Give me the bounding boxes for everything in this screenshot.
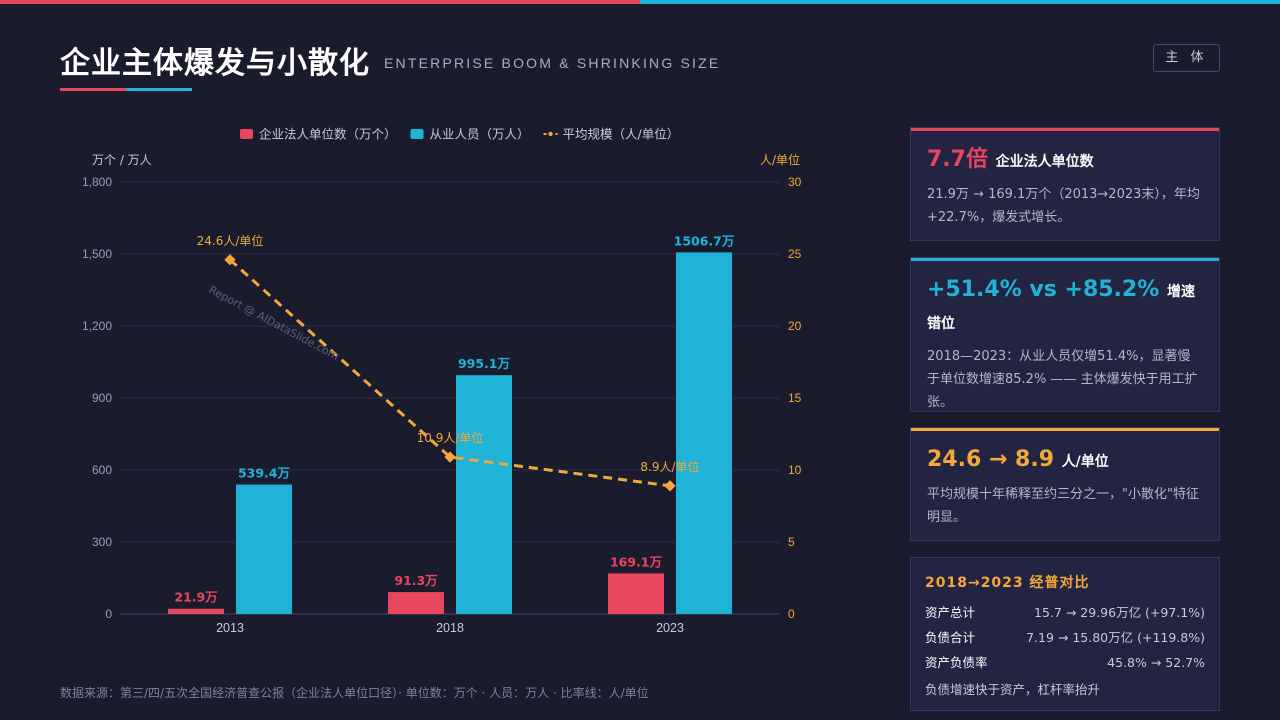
ratio-label: 8.9人/单位 [640, 459, 699, 474]
card-headline-unit: 增速错位 [927, 284, 1195, 332]
bar [676, 252, 732, 614]
underline-red [60, 88, 126, 91]
census-row-key: 资产负债率 [925, 655, 988, 670]
ratio-point [664, 480, 676, 492]
card-headline-value: 7.7倍 [927, 147, 988, 172]
card-headline: 24.6 → 8.9 人/单位 [927, 445, 1203, 477]
card-description: 21.9万 → 169.1万个（2013→2023末），年均+22.7%，爆发式… [927, 187, 1200, 225]
census-row: 负债合计 7.19 → 15.80万亿 (+119.8%) [925, 625, 1205, 650]
card-headline-unit: 企业法人单位数 [995, 154, 1094, 170]
card-census-compare: 2018→2023 经普对比 资产总计 15.7 → 29.96万亿 (+97.… [910, 557, 1220, 711]
census-title: 2018→2023 经普对比 [925, 575, 1090, 591]
census-row: 资产总计 15.7 → 29.96万亿 (+97.1%) [925, 600, 1205, 625]
y2-tick-label: 10 [788, 463, 802, 477]
bar-value-label: 21.9万 [174, 590, 217, 605]
bar-value-label: 539.4万 [238, 466, 290, 481]
ratio-point [444, 451, 456, 463]
card-accent-bar [911, 128, 1219, 131]
census-row: 资产负债率 45.8% → 52.7% [925, 650, 1205, 675]
y2-axis-title: 人/单位 [760, 152, 800, 167]
ratio-point [224, 254, 236, 266]
bar-value-label: 995.1万 [458, 356, 510, 371]
y-tick-label: 600 [92, 463, 112, 477]
watermark-text: Report @ AIDataSlide.com [207, 283, 341, 363]
y2-tick-label: 5 [788, 535, 795, 549]
top-accent-bar [0, 0, 1280, 4]
x-tick-label: 2023 [656, 621, 684, 635]
y-tick-label: 300 [92, 535, 112, 549]
bar [456, 375, 512, 614]
y2-tick-label: 30 [788, 175, 802, 189]
card-accent-bar [911, 428, 1219, 431]
data-source-note: 数据来源：第三/四/五次全国经济普查公报（企业法人单位口径）· 单位数：万个 ·… [60, 686, 649, 700]
underline-blue [126, 88, 192, 91]
y2-tick-label: 25 [788, 247, 802, 261]
census-row-value: 15.7 → 29.96万亿 (+97.1%) [1034, 605, 1205, 620]
ratio-line [228, 258, 671, 488]
y-axis-title: 万个 / 万人 [92, 153, 152, 167]
bar [236, 484, 292, 614]
section-tag-button[interactable]: 主 体 [1153, 44, 1220, 72]
y-tick-label: 1,200 [82, 319, 112, 333]
card-headline-value: +51.4% vs +85.2% [927, 277, 1160, 302]
ratio-label: 10.9人/单位 [417, 430, 484, 445]
card-description: 2018—2023：从业人员仅增51.4%，显著慢于单位数增速85.2% —— … [927, 349, 1198, 410]
y2-tick-label: 15 [788, 391, 802, 405]
bar-value-label: 91.3万 [394, 573, 437, 588]
card-headline: +51.4% vs +85.2% 增速错位 [927, 275, 1203, 339]
card-unit-growth: 7.7倍 企业法人单位数 21.9万 → 169.1万个（2013→2023末）… [910, 127, 1220, 241]
census-row-value: 7.19 → 15.80万亿 (+119.8%) [1026, 630, 1205, 645]
census-row-key: 资产总计 [925, 605, 976, 620]
bar-value-label: 1506.7万 [674, 233, 735, 248]
card-headline: 7.7倍 企业法人单位数 [927, 145, 1203, 177]
top-accent-red [0, 0, 640, 4]
x-tick-label: 2018 [436, 621, 464, 635]
x-tick-label: 2013 [216, 621, 244, 635]
top-accent-blue [640, 0, 1280, 4]
card-avg-size: 24.6 → 8.9 人/单位 平均规模十年稀释至约三分之一，"小散化"特征明显… [910, 427, 1220, 541]
y-tick-label: 900 [92, 391, 112, 405]
y-tick-label: 0 [105, 607, 112, 621]
y-tick-label: 1,500 [82, 247, 112, 261]
card-accent-bar [911, 258, 1219, 261]
bar [168, 608, 224, 614]
census-note: 负债增速快于资产，杠杆率抬升 [925, 682, 1101, 697]
page-subtitle: ENTERPRISE BOOM & SHRINKING SIZE [384, 55, 721, 71]
bar [608, 573, 664, 614]
census-row-key: 负债合计 [925, 630, 976, 645]
page-title: 企业主体爆发与小散化 [60, 46, 370, 81]
y2-tick-label: 0 [788, 607, 795, 621]
legend-label: 企业法人单位数（万个） [259, 127, 397, 142]
card-headline-unit: 人/单位 [1061, 454, 1109, 470]
legend-swatch [410, 129, 424, 139]
legend-label: 从业人员（万人） [430, 127, 530, 142]
legend-label: 平均规模（人/单位） [563, 127, 680, 142]
y2-tick-label: 20 [788, 319, 802, 333]
legend-swatch-dot [548, 131, 553, 137]
combo-chart: 0 300 600 900 1,200 1,500 1,800 0 5 10 15 20 25 30 万个 … [82, 127, 802, 636]
bar-value-label: 169.1万 [610, 554, 662, 569]
title-underline [60, 88, 192, 91]
census-row-value: 45.8% → 52.7% [1107, 655, 1205, 670]
bar [388, 592, 444, 614]
card-growth-gap: +51.4% vs +85.2% 增速错位 2018—2023：从业人员仅增51… [910, 257, 1220, 412]
card-headline-value: 24.6 → 8.9 [927, 447, 1055, 472]
y-tick-label: 1,800 [82, 175, 112, 189]
ratio-label: 24.6人/单位 [197, 233, 264, 248]
legend-swatch [240, 129, 253, 139]
card-description: 平均规模十年稀释至约三分之一，"小散化"特征明显。 [927, 487, 1199, 525]
